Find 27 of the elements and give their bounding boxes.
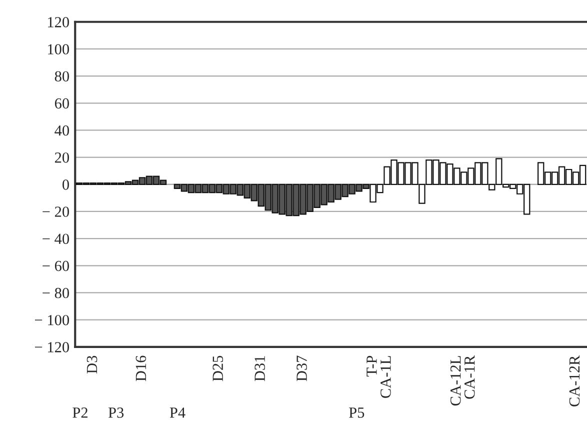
y-tick-label: 40	[54, 125, 69, 136]
text: P5	[349, 408, 364, 418]
text: P2	[72, 408, 88, 418]
x-tick-label: D31	[254, 356, 265, 382]
x-tick-label: D16	[136, 356, 146, 382]
y-tick-label: 20	[54, 152, 69, 163]
x-tick-label: T-P	[366, 356, 377, 376]
text: P3	[108, 408, 124, 418]
y-tick-label: − 100	[34, 314, 69, 326]
text: P4	[170, 408, 186, 418]
y-tick-label: − 20	[42, 206, 69, 217]
y-tick-label: − 60	[42, 260, 69, 272]
x-tick-label: D3	[86, 356, 98, 374]
x-tick-label: D37	[296, 356, 307, 382]
y-tick-label: − 120	[34, 342, 69, 352]
x-tick-label: CA-12R	[569, 355, 580, 406]
x-tick-label: CA-12L	[450, 356, 461, 406]
y-tick-label: − 40	[42, 234, 69, 244]
y-tick-label: 100	[48, 44, 69, 54]
y-tick-label: 0	[62, 180, 69, 190]
y-tick-label: 60	[54, 98, 69, 109]
x-tick-label: D25	[212, 356, 224, 382]
y-tick-label: 120	[48, 17, 69, 28]
y-tick-label: 80	[54, 71, 69, 82]
y-tick-label: − 80	[42, 288, 69, 298]
x-tick-label: CA-1L	[380, 356, 391, 398]
x-tick-label: CA-1R	[464, 355, 475, 399]
